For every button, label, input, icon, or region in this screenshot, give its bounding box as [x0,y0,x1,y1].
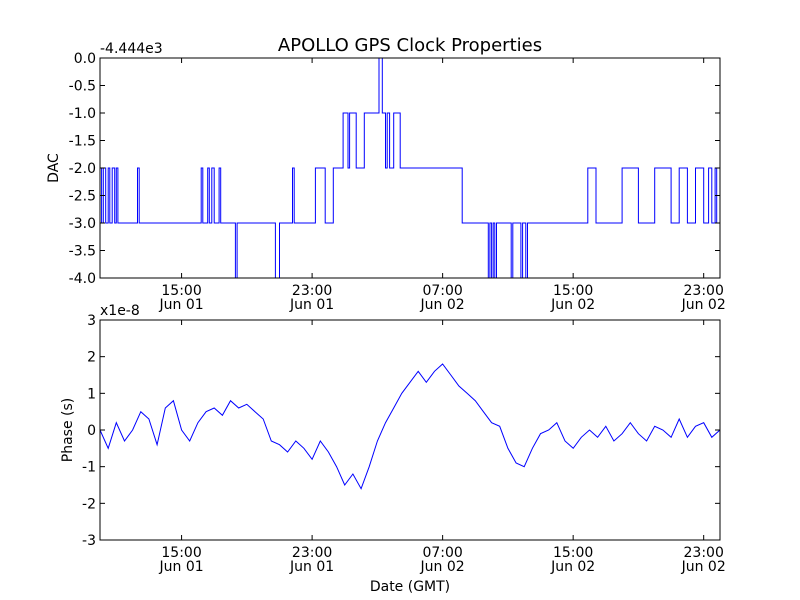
phase-x-tick-time: 15:00 [553,545,593,561]
phase-x-tick-date: Jun 02 [681,559,726,575]
dac-x-tick-date: Jun 01 [159,297,204,313]
phase-y-tick-label: -3 [82,533,96,549]
phase-y-axis-label: Phase (s) [60,398,76,462]
dac-y-axis-label: DAC [46,153,62,183]
dac-x-tick-time: 15:00 [553,283,593,299]
phase-x-tick-date: Jun 02 [420,559,465,575]
dac-panel: 0.0 -0.5 -1.0 -1.5 -2.0 -2.5 -3.0 -3.5 -4.0 15:00… [46,41,726,313]
dac-x-tick-date: Jun 02 [550,297,595,313]
dac-x-tick-time: 23:00 [292,283,332,299]
phase-y-tick-label: -2 [82,496,96,512]
dac-x-tick-date: Jun 01 [289,297,334,313]
phase-series-line [99,363,721,490]
dac-x-tick-date: Jun 02 [420,297,465,313]
dac-y-tick-label: -1.5 [69,134,96,150]
phase-x-tick-date: Jun 02 [550,559,595,575]
phase-y-tick-label: -1 [82,460,96,476]
dac-y-tick-label: -3.0 [69,216,96,232]
dac-series-line [100,57,720,279]
dac-x-tick-time: 07:00 [422,283,462,299]
dac-x-tick-date: Jun 02 [681,297,726,313]
phase-y-tick-label: 1 [87,386,96,402]
phase-x-tick-time: 23:00 [292,545,332,561]
dac-y-tick-label: -0.5 [69,79,96,95]
chart-title: APOLLO GPS Clock Properties [278,35,542,56]
phase-axes-frame [99,319,721,541]
dac-y-tick-label: 0.0 [74,51,96,67]
phase-y-tick-label: 0 [87,423,96,439]
phase-y-tick-label: 2 [87,350,96,366]
phase-offset-label: x1e-8 [100,303,140,319]
dac-y-tick-label: -4.0 [69,271,96,287]
dac-offset-label: -4.444e3 [100,41,163,57]
dac-x-tick-time: 15:00 [161,283,201,299]
phase-x-tick-date: Jun 01 [289,559,334,575]
dac-y-tick-label: -2.5 [69,189,96,205]
phase-x-tick-time: 07:00 [422,545,462,561]
phase-x-axis-label: Date (GMT) [370,579,450,595]
dac-y-tick-label: -3.5 [69,244,96,260]
dac-y-tick-label: -1.0 [69,106,96,122]
phase-x-tick-time: 15:00 [161,545,201,561]
dac-x-tick-time: 23:00 [684,283,724,299]
phase-y-tick-label: 3 [87,313,96,329]
dac-y-tick-label: -2.0 [69,161,96,177]
phase-x-tick-date: Jun 01 [159,559,204,575]
phase-x-tick-time: 23:00 [684,545,724,561]
